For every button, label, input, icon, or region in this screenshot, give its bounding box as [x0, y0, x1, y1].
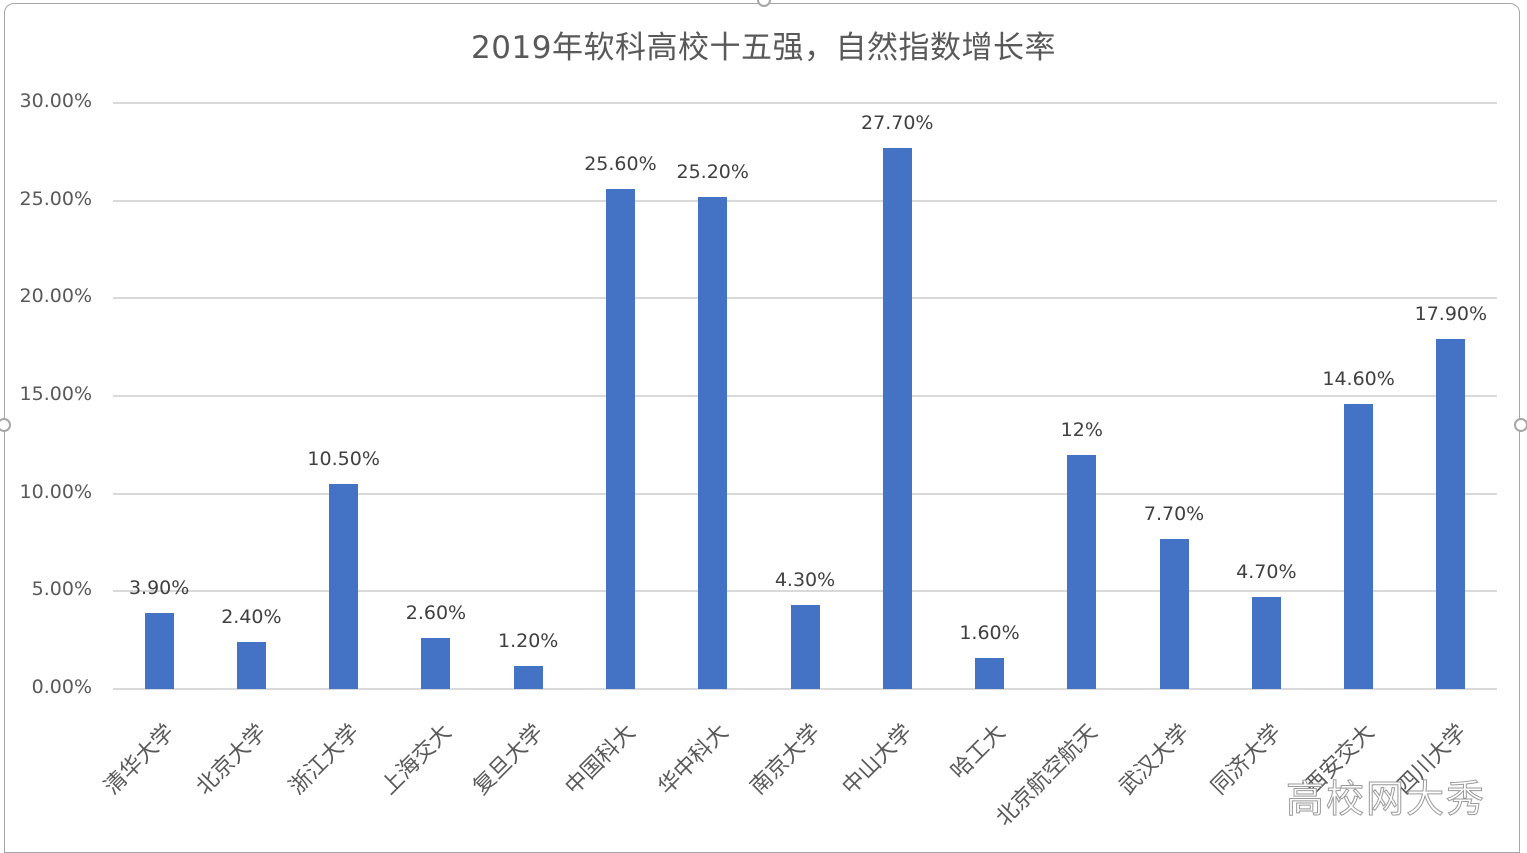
bar[interactable]: [329, 483, 359, 689]
y-tick-label: 30.00%: [19, 90, 92, 112]
y-tick-label: 0.00%: [31, 676, 92, 698]
data-label: 10.50%: [307, 447, 380, 470]
gridline: [113, 590, 1497, 593]
data-label: 1.60%: [959, 621, 1020, 644]
resize-handle-left[interactable]: [0, 418, 11, 432]
chart-title: 2019年软科高校十五强，自然指数增长率: [471, 30, 1056, 66]
x-category-label: 复旦大学: [468, 719, 549, 800]
bar[interactable]: [698, 196, 728, 689]
x-category-label: 北京大学: [192, 719, 273, 800]
bar[interactable]: [790, 605, 820, 689]
data-label: 25.20%: [676, 160, 749, 183]
y-tick-label: 5.00%: [31, 578, 92, 601]
x-category-label: 南京大学: [745, 719, 826, 800]
x-category-label: 上海交大: [376, 719, 457, 800]
bar[interactable]: [882, 147, 912, 689]
bar[interactable]: [1067, 454, 1097, 689]
gridline: [113, 492, 1497, 495]
bar[interactable]: [1436, 339, 1466, 689]
y-tick-label: 15.00%: [19, 383, 92, 405]
data-label: 2.40%: [221, 606, 282, 629]
x-category-label: 武汉大学: [1114, 719, 1195, 800]
data-label: 1.20%: [498, 629, 559, 652]
data-label: 25.60%: [584, 152, 657, 175]
data-label: 2.60%: [405, 602, 467, 625]
watermark: 高校网大秀: [1285, 777, 1487, 822]
x-category-label: 哈工大: [945, 719, 1011, 785]
y-tick-label: 25.00%: [19, 187, 92, 210]
bar[interactable]: [1251, 597, 1281, 689]
data-label: 7.70%: [1143, 502, 1205, 525]
x-category-label: 中山大学: [837, 719, 918, 800]
x-category-label: 清华大学: [99, 719, 180, 800]
gridline: [113, 199, 1497, 202]
bar[interactable]: [513, 665, 543, 689]
bar[interactable]: [144, 612, 174, 689]
data-label: 14.60%: [1322, 367, 1395, 390]
bar[interactable]: [605, 188, 635, 689]
x-category-label: 华中科大: [653, 719, 734, 800]
x-category-label: 中国科大: [561, 719, 642, 800]
gridline: [113, 395, 1497, 397]
data-label: 4.70%: [1236, 561, 1297, 584]
bar[interactable]: [975, 657, 1005, 689]
bar[interactable]: [236, 642, 266, 689]
data-label: 17.90%: [1414, 303, 1488, 326]
data-label: 3.90%: [128, 576, 190, 599]
data-label: 27.70%: [861, 111, 934, 134]
bar[interactable]: [1344, 403, 1374, 689]
y-tick-label: 20.00%: [19, 285, 92, 308]
x-category-label: 同济大学: [1207, 719, 1287, 800]
y-tick-label: 10.00%: [19, 480, 92, 503]
bar[interactable]: [421, 638, 451, 689]
data-label: 4.30%: [774, 569, 836, 591]
gridline: [113, 297, 1497, 300]
resize-handle-top[interactable]: [757, 0, 771, 7]
gridline: [113, 102, 1497, 104]
x-category-label: 浙江大学: [284, 719, 365, 800]
x-axis-line: [113, 688, 1497, 690]
bar[interactable]: [1159, 538, 1189, 689]
data-label: 12%: [1060, 418, 1103, 441]
